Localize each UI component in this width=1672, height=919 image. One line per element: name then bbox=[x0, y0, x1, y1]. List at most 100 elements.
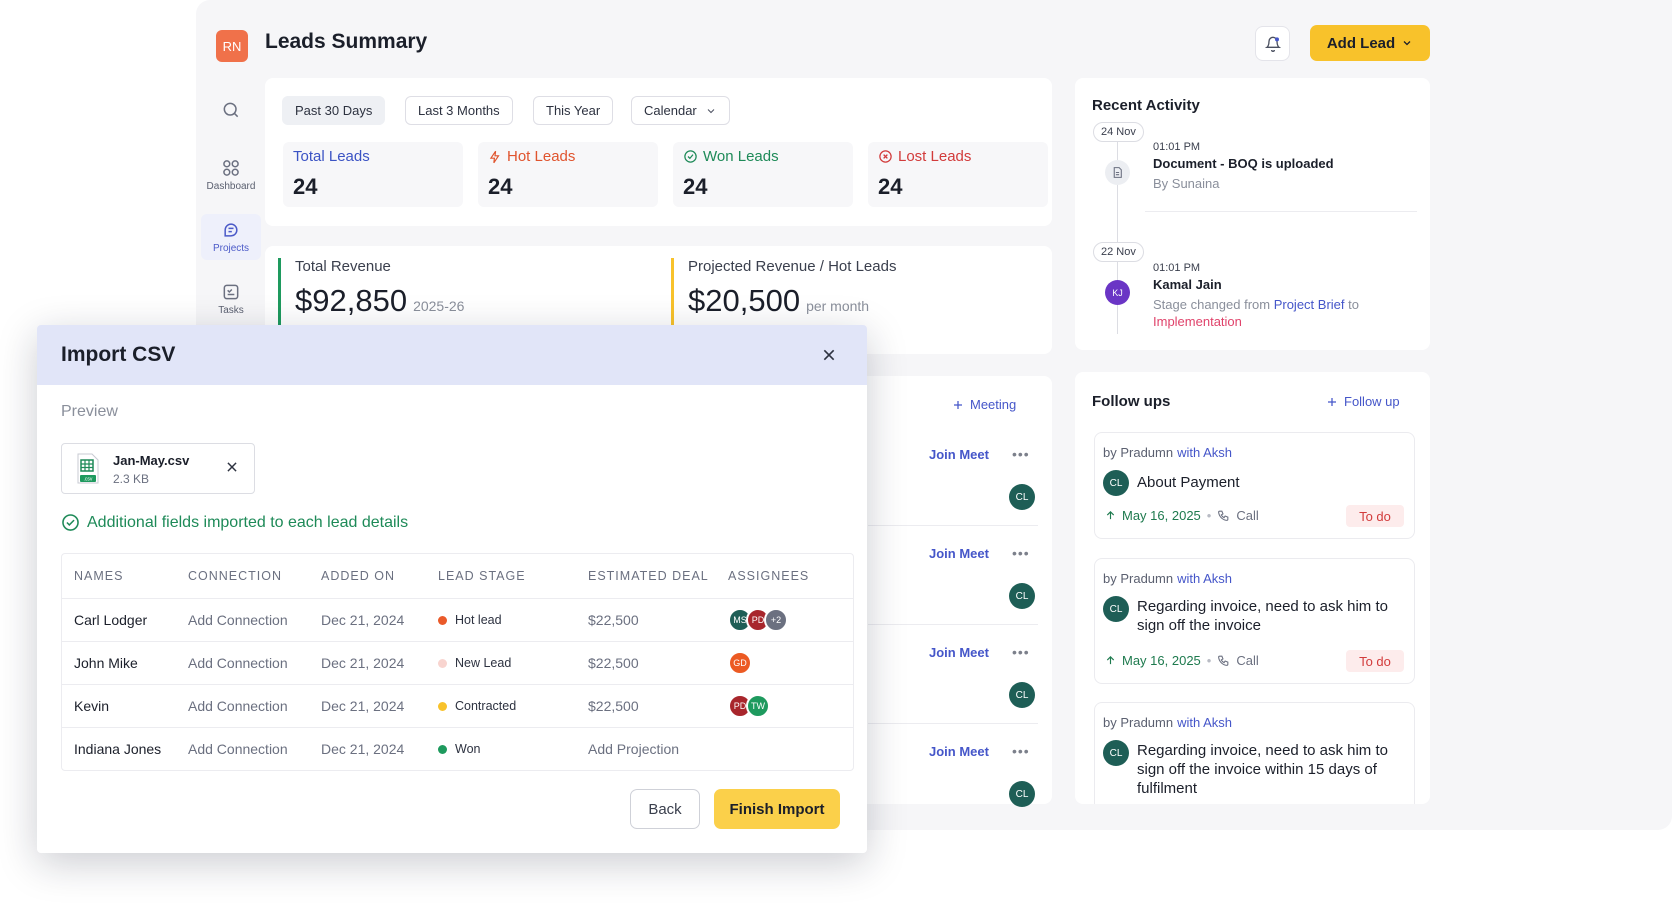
stage-to[interactable]: Implementation bbox=[1153, 314, 1242, 329]
activity-time: 01:01 PM bbox=[1153, 262, 1201, 274]
table-row[interactable]: Carl Lodger Add Connection Dec 21, 2024 … bbox=[62, 598, 853, 641]
filter-past-30-days[interactable]: Past 30 Days bbox=[282, 96, 386, 125]
avatar: CL bbox=[1009, 484, 1035, 510]
meeting-divider bbox=[868, 624, 1038, 625]
table-row[interactable]: Kevin Add Connection Dec 21, 2024 Contra… bbox=[62, 684, 853, 727]
avatar: KJ bbox=[1105, 280, 1130, 305]
avatar: CL bbox=[1009, 781, 1035, 807]
status-badge[interactable]: To do bbox=[1346, 505, 1404, 527]
filter-this-year[interactable]: This Year bbox=[533, 96, 614, 125]
follow-up-with[interactable]: with Aksh bbox=[1177, 571, 1233, 586]
avatar: CL bbox=[1103, 596, 1129, 622]
column-header: NAMES bbox=[74, 569, 124, 583]
sidebar-item-dashboard[interactable]: Dashboard bbox=[201, 158, 261, 192]
follow-up-with[interactable]: with Aksh bbox=[1177, 715, 1233, 730]
join-meet-button[interactable]: Join Meet bbox=[929, 546, 989, 561]
tasks-icon bbox=[223, 284, 239, 300]
follow-up-text: About Payment bbox=[1137, 474, 1240, 491]
follow-up-card[interactable]: by Pradumn with Aksh CL Regarding invoice… bbox=[1094, 558, 1415, 684]
more-options-icon[interactable]: ••• bbox=[1012, 545, 1030, 561]
preview-label: Preview bbox=[61, 403, 118, 420]
lead-stage: Won bbox=[455, 742, 481, 756]
follow-up-type: Call bbox=[1236, 508, 1259, 523]
added-on: Dec 21, 2024 bbox=[321, 612, 405, 628]
added-on: Dec 21, 2024 bbox=[321, 655, 405, 671]
finish-import-button[interactable]: Finish Import bbox=[714, 789, 840, 829]
total-revenue-value: $92,850 bbox=[295, 283, 408, 318]
join-meet-button[interactable]: Join Meet bbox=[929, 447, 989, 462]
add-connection-link[interactable]: Add Connection bbox=[188, 698, 288, 714]
notifications-button[interactable] bbox=[1255, 26, 1290, 61]
more-options-icon[interactable]: ••• bbox=[1012, 644, 1030, 660]
x-circle-icon bbox=[879, 150, 892, 163]
activity-heading: Document - BOQ is uploaded bbox=[1153, 156, 1334, 171]
table-row[interactable]: Indiana Jones Add Connection Dec 21, 202… bbox=[62, 727, 853, 770]
follow-up-card[interactable]: by Pradumn with Aksh CL Regarding invoice… bbox=[1094, 702, 1415, 804]
follow-up-card[interactable]: by Pradumn with Aksh CL About Payment May… bbox=[1094, 432, 1415, 539]
follow-up-with[interactable]: with Aksh bbox=[1177, 445, 1233, 460]
stat-label: Total Leads bbox=[293, 148, 370, 165]
remove-file-button[interactable] bbox=[225, 460, 243, 478]
workspace-logo[interactable]: RN bbox=[216, 30, 248, 62]
add-connection-link[interactable]: Add Connection bbox=[188, 612, 288, 628]
assignees[interactable]: GD bbox=[728, 651, 848, 675]
sidebar-item-projects[interactable]: Projects bbox=[201, 214, 261, 260]
sidebar-search[interactable] bbox=[201, 100, 261, 120]
csv-file-icon: .csv bbox=[77, 453, 99, 484]
stat-value: 24 bbox=[293, 174, 318, 199]
stage-from[interactable]: Project Brief bbox=[1273, 297, 1345, 312]
follow-up-by: by Pradumn bbox=[1103, 571, 1174, 586]
add-meeting-button[interactable]: Meeting bbox=[952, 397, 1016, 412]
add-projection-link[interactable]: Add Projection bbox=[588, 741, 680, 757]
file-type-badge: .csv bbox=[84, 477, 93, 483]
filter-last-3-months[interactable]: Last 3 Months bbox=[405, 96, 513, 125]
check-circle-icon bbox=[684, 150, 697, 163]
stat-won-leads[interactable]: Won Leads 24 bbox=[673, 142, 853, 207]
stat-value: 24 bbox=[488, 174, 513, 199]
stat-lost-leads[interactable]: Lost Leads 24 bbox=[868, 142, 1048, 207]
file-size: 2.3 KB bbox=[113, 472, 150, 486]
add-lead-label: Add Lead bbox=[1326, 34, 1396, 52]
add-connection-link[interactable]: Add Connection bbox=[188, 741, 288, 757]
follow-up-date: May 16, 2025 bbox=[1122, 653, 1201, 668]
stat-value: 24 bbox=[683, 174, 708, 199]
assignees[interactable]: MS PD +2 bbox=[728, 608, 848, 632]
add-connection-link[interactable]: Add Connection bbox=[188, 655, 288, 671]
filter-calendar[interactable]: Calendar bbox=[631, 96, 730, 125]
arrow-up-icon bbox=[1106, 511, 1115, 520]
status-badge[interactable]: To do bbox=[1346, 650, 1404, 672]
back-button[interactable]: Back bbox=[630, 789, 700, 829]
bell-icon bbox=[1264, 36, 1281, 52]
flame-icon bbox=[489, 150, 500, 163]
activity-divider bbox=[1145, 211, 1417, 212]
projects-icon bbox=[224, 223, 238, 237]
plus-icon bbox=[954, 400, 962, 409]
join-meet-button[interactable]: Join Meet bbox=[929, 744, 989, 759]
stat-value: 24 bbox=[878, 174, 903, 199]
column-header: CONNECTION bbox=[188, 569, 283, 583]
close-button[interactable] bbox=[817, 343, 841, 367]
stage-change-prefix: Stage changed from bbox=[1153, 297, 1271, 312]
activity-author: By Sunaina bbox=[1153, 176, 1220, 191]
stat-label: Won Leads bbox=[703, 148, 779, 165]
sidebar-item-tasks[interactable]: Tasks bbox=[201, 282, 261, 316]
add-lead-button[interactable]: Add Lead bbox=[1310, 25, 1430, 61]
close-icon bbox=[823, 349, 835, 361]
lead-name: John Mike bbox=[74, 655, 138, 671]
activity-time: 01:01 PM bbox=[1153, 141, 1201, 153]
page-title: Leads Summary bbox=[265, 30, 428, 53]
more-options-icon[interactable]: ••• bbox=[1012, 743, 1030, 759]
table-row[interactable]: John Mike Add Connection Dec 21, 2024 Ne… bbox=[62, 641, 853, 684]
stat-hot-leads[interactable]: Hot Leads 24 bbox=[478, 142, 658, 207]
filter-calendar-label: Calendar bbox=[644, 103, 697, 118]
stat-total-leads[interactable]: Total Leads 24 bbox=[283, 142, 463, 207]
assignees[interactable]: PD TW bbox=[728, 694, 848, 718]
total-revenue: Total Revenue $92,850 2025-26 bbox=[279, 258, 464, 328]
add-follow-up-label: Follow up bbox=[1344, 394, 1400, 409]
meeting-divider bbox=[868, 525, 1038, 526]
add-follow-up-button[interactable]: Follow up bbox=[1326, 394, 1400, 409]
join-meet-button[interactable]: Join Meet bbox=[929, 645, 989, 660]
follow-ups-title: Follow ups bbox=[1092, 393, 1171, 410]
more-options-icon[interactable]: ••• bbox=[1012, 446, 1030, 462]
phone-icon bbox=[1218, 655, 1229, 666]
